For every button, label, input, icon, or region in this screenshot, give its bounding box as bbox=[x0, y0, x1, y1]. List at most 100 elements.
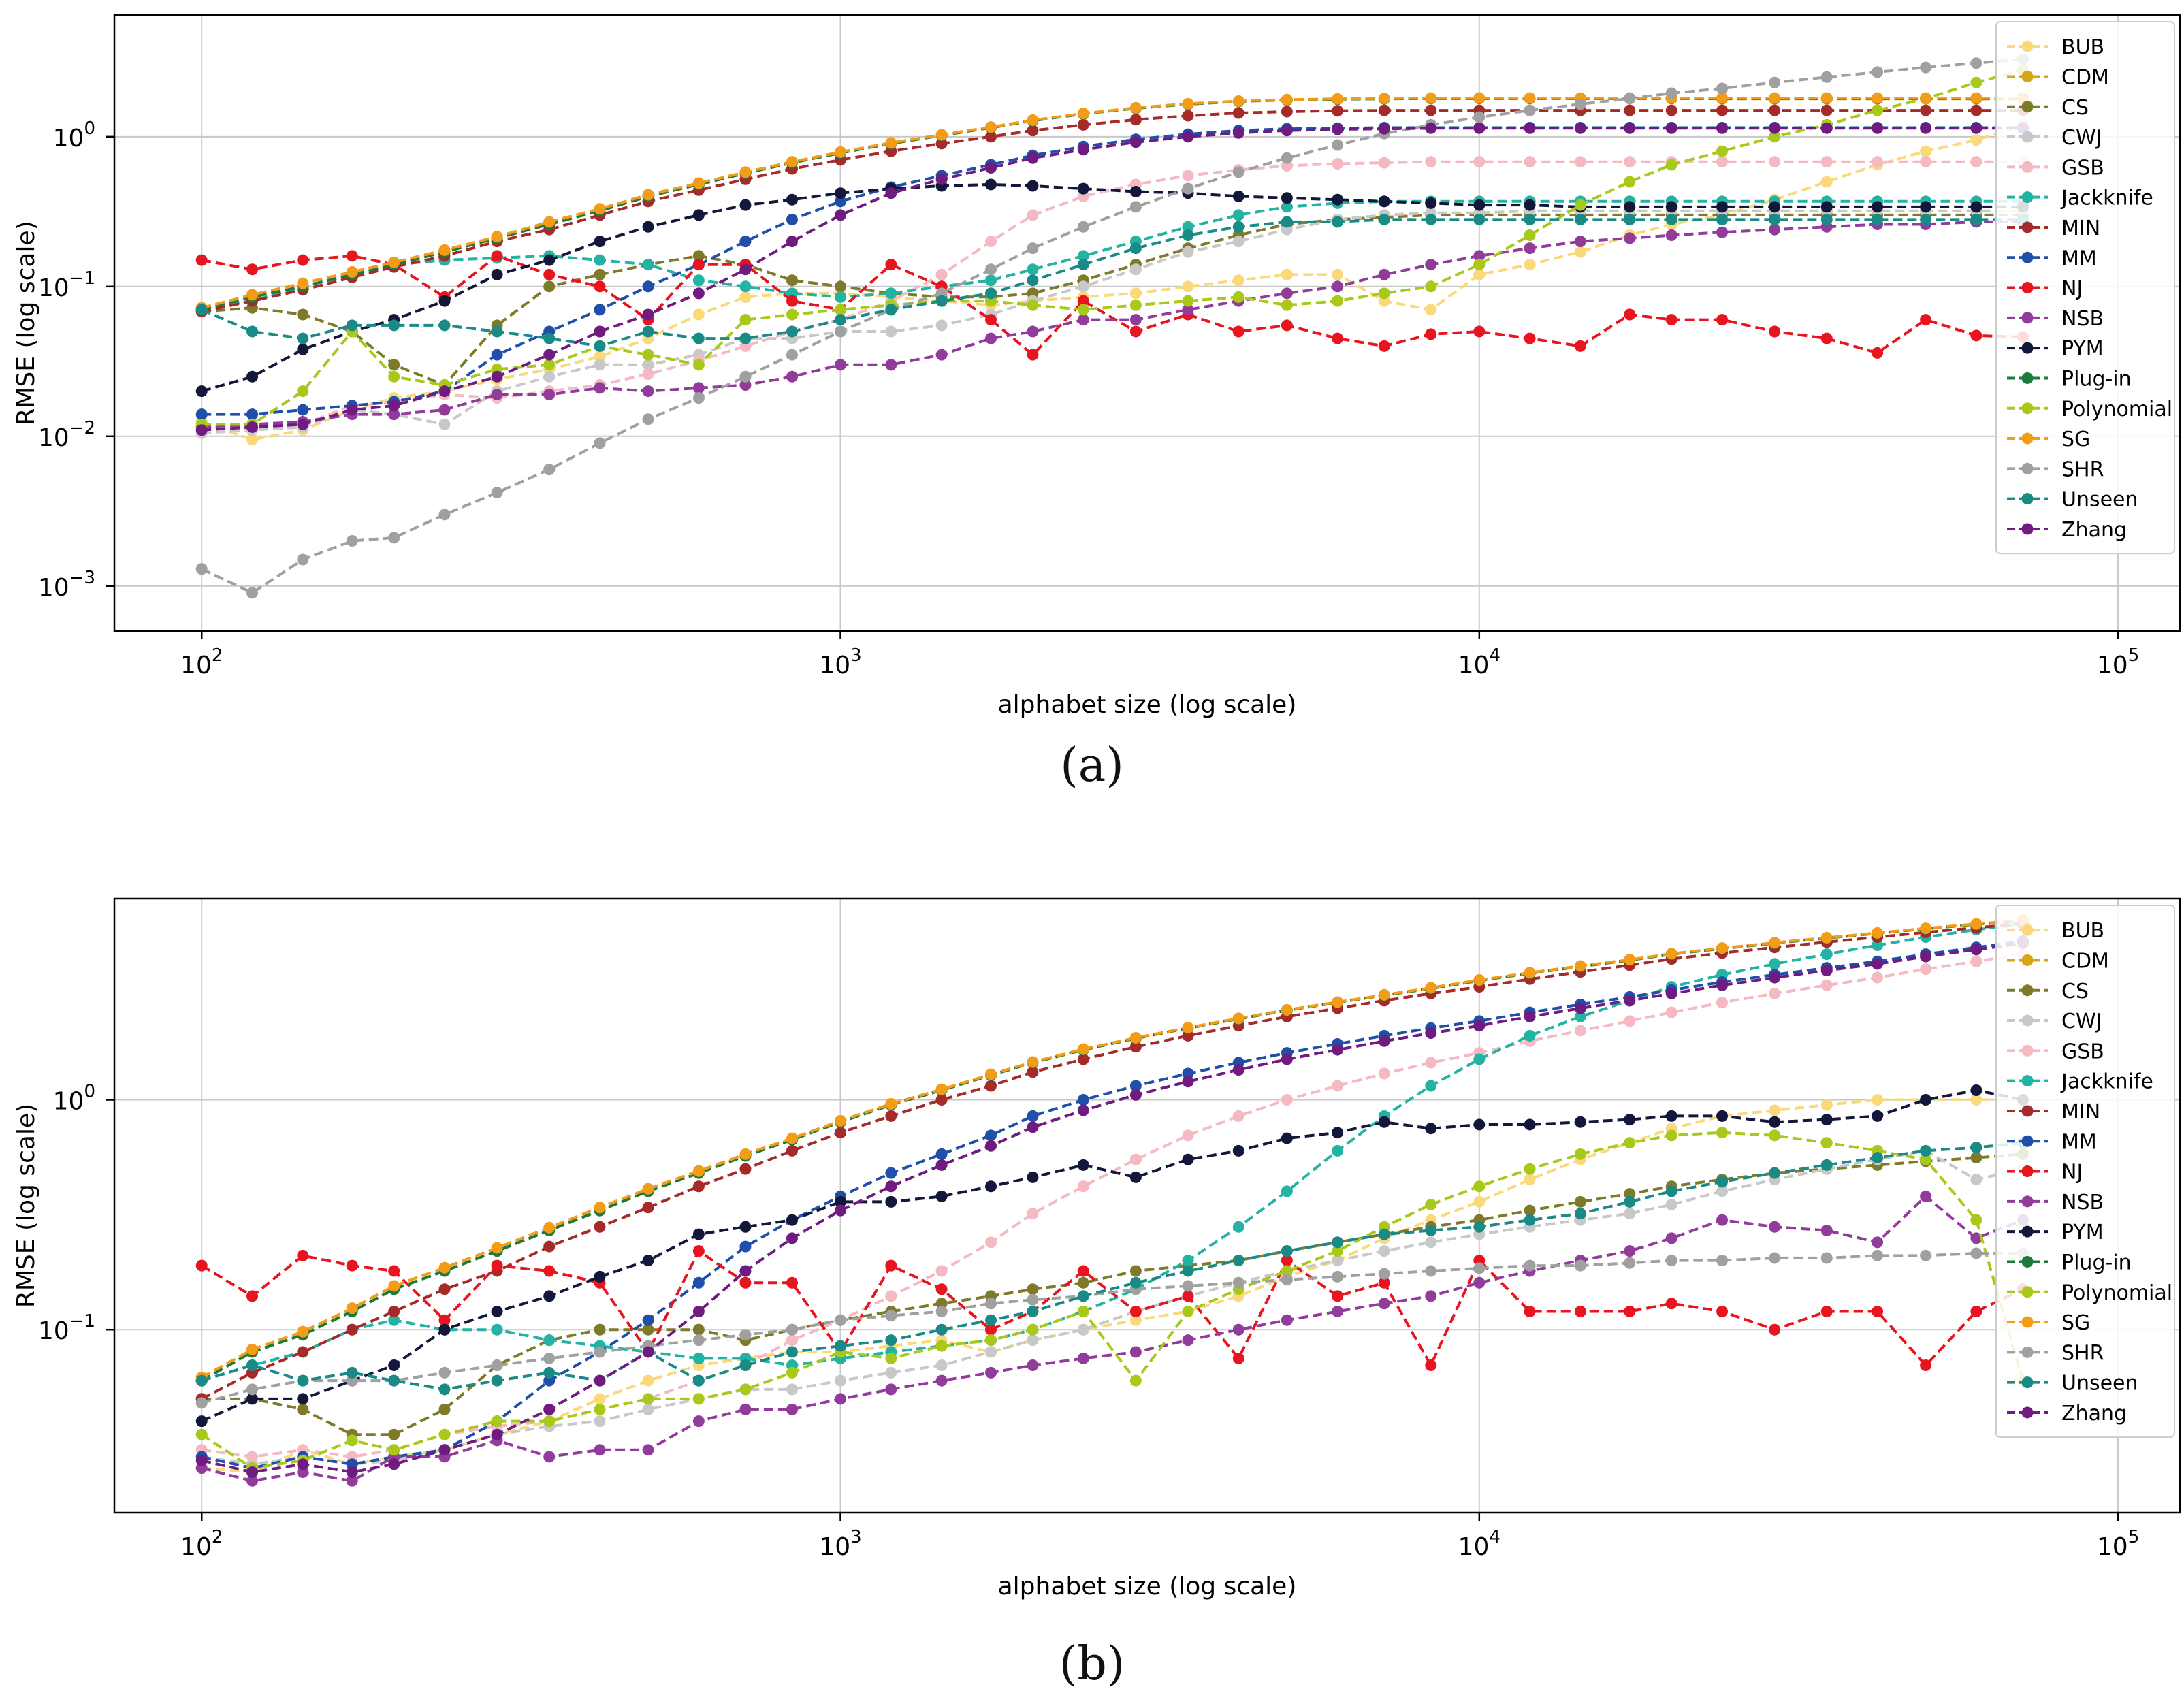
data-point bbox=[1027, 1323, 1039, 1336]
legend-item-bub: BUB bbox=[2007, 919, 2104, 943]
data-point bbox=[346, 1259, 358, 1272]
data-point bbox=[1665, 159, 1677, 171]
data-point bbox=[246, 434, 259, 446]
data-point bbox=[1970, 156, 1982, 168]
data-point bbox=[297, 343, 309, 355]
data-point bbox=[388, 400, 400, 412]
data-point bbox=[297, 1403, 309, 1415]
data-point bbox=[1574, 1002, 1586, 1014]
data-point bbox=[885, 359, 897, 371]
data-point bbox=[1332, 1270, 1344, 1283]
x-tick-label: 104 bbox=[1458, 645, 1500, 679]
data-point bbox=[1769, 1104, 1781, 1116]
data-point bbox=[1182, 131, 1194, 143]
data-point bbox=[739, 291, 752, 303]
legend-item-polynomial: Polynomial bbox=[2007, 1281, 2172, 1305]
legend-item-cdm: CDM bbox=[2007, 949, 2109, 973]
data-point bbox=[438, 404, 451, 416]
data-point bbox=[1769, 76, 1781, 88]
y-axis-label: RMSE (log scale) bbox=[12, 221, 40, 425]
data-point bbox=[1716, 226, 1729, 238]
data-point bbox=[297, 277, 309, 289]
data-point bbox=[1129, 325, 1142, 338]
data-point bbox=[1232, 221, 1244, 233]
data-point bbox=[594, 325, 606, 338]
data-point bbox=[786, 295, 798, 307]
data-point bbox=[1425, 1027, 1437, 1040]
data-point bbox=[1574, 236, 1586, 248]
data-point bbox=[786, 1132, 798, 1144]
data-point bbox=[786, 193, 798, 206]
data-point bbox=[642, 359, 654, 371]
legend-swatch-marker bbox=[2021, 924, 2034, 936]
data-point bbox=[1716, 201, 1729, 213]
data-point bbox=[543, 1290, 556, 1302]
data-point bbox=[388, 1314, 400, 1326]
data-point bbox=[1129, 185, 1142, 197]
legend-swatch-marker bbox=[2021, 1135, 2034, 1147]
data-point bbox=[594, 1202, 606, 1214]
data-point bbox=[388, 1444, 400, 1456]
data-point bbox=[1524, 1204, 1536, 1217]
data-point bbox=[1524, 229, 1536, 241]
data-point bbox=[985, 1334, 997, 1347]
series-line bbox=[201, 109, 2023, 313]
data-point bbox=[1872, 201, 1884, 213]
data-point bbox=[1332, 1305, 1344, 1317]
data-point bbox=[786, 349, 798, 361]
data-point bbox=[1077, 1290, 1089, 1302]
series-line bbox=[201, 1131, 2025, 1470]
data-point bbox=[594, 1323, 606, 1336]
legend-label: Plug-in bbox=[2061, 367, 2132, 391]
data-point bbox=[195, 1397, 208, 1409]
legend-label: Zhang bbox=[2061, 1402, 2127, 1426]
x-tick-label: 103 bbox=[819, 645, 861, 679]
data-point bbox=[935, 1148, 948, 1160]
data-point bbox=[1524, 967, 1536, 979]
data-point bbox=[1769, 223, 1781, 236]
data-point bbox=[786, 1232, 798, 1244]
data-point bbox=[297, 1393, 309, 1405]
data-point bbox=[935, 1340, 948, 1352]
legend-item-min: MIN bbox=[2007, 1100, 2100, 1124]
data-point bbox=[835, 1114, 847, 1127]
data-point bbox=[1077, 1043, 1089, 1055]
data-point bbox=[1574, 98, 1586, 110]
data-point bbox=[1872, 92, 1884, 104]
data-point bbox=[1378, 1228, 1390, 1240]
data-point bbox=[1425, 1080, 1437, 1092]
legend-label: NJ bbox=[2061, 277, 2083, 301]
data-point bbox=[1077, 250, 1089, 262]
data-point bbox=[297, 1466, 309, 1479]
data-point bbox=[642, 189, 654, 201]
data-point bbox=[594, 1403, 606, 1415]
data-point bbox=[935, 173, 948, 185]
axes-frame bbox=[113, 897, 2181, 1514]
data-point bbox=[1077, 295, 1089, 307]
data-point bbox=[1872, 927, 1884, 939]
data-point bbox=[985, 1314, 997, 1326]
data-point bbox=[1624, 93, 1636, 105]
data-point bbox=[1473, 250, 1486, 262]
data-point bbox=[491, 1374, 503, 1387]
legend-swatch-marker bbox=[2021, 984, 2034, 997]
legend-swatch-marker bbox=[2021, 493, 2034, 505]
series-line bbox=[202, 127, 2023, 432]
axes-frame bbox=[113, 14, 2181, 632]
data-point bbox=[935, 1283, 948, 1295]
legend-label: NSB bbox=[2061, 1191, 2104, 1214]
data-point bbox=[297, 385, 309, 398]
data-point bbox=[1970, 1174, 1982, 1186]
series-shr bbox=[195, 1247, 2029, 1409]
data-point bbox=[935, 1265, 948, 1277]
data-point bbox=[346, 1434, 358, 1447]
data-point bbox=[1665, 104, 1677, 116]
data-point bbox=[246, 289, 259, 301]
data-point bbox=[1077, 280, 1089, 293]
data-point bbox=[642, 385, 654, 398]
data-point bbox=[1524, 122, 1536, 134]
data-point bbox=[1574, 1010, 1586, 1022]
data-point bbox=[1027, 1066, 1039, 1078]
data-point bbox=[1920, 1144, 1932, 1157]
y-tick-label: 10−2 bbox=[38, 418, 95, 452]
